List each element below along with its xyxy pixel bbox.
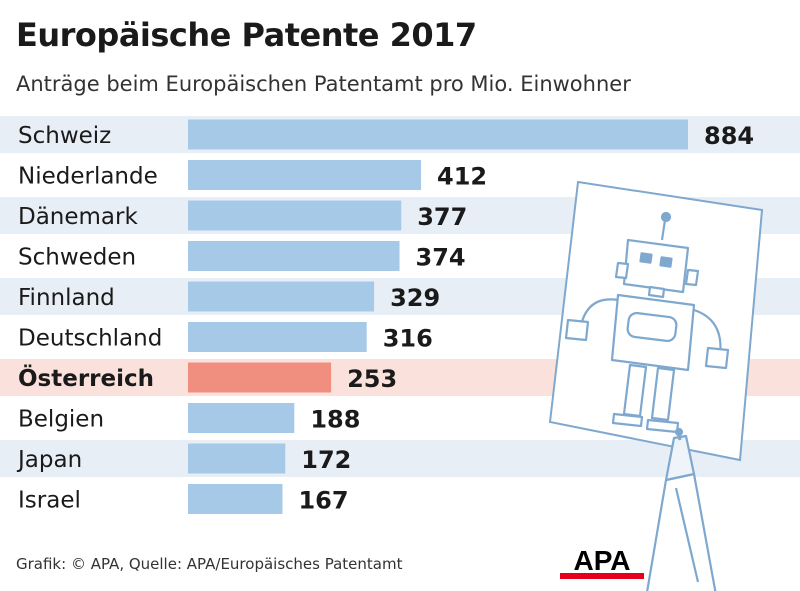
source-note: Grafik: © APA, Quelle: APA/Europäisches … — [16, 555, 403, 573]
value-label: 253 — [347, 365, 397, 393]
value-label: 167 — [298, 487, 348, 515]
bar — [188, 281, 375, 312]
value-label: 884 — [704, 122, 754, 150]
value-label: 374 — [416, 244, 466, 272]
category-label: Israel — [18, 488, 81, 514]
value-label: 188 — [310, 406, 360, 434]
bar — [188, 484, 283, 514]
category-label: Belgien — [18, 407, 104, 433]
chart-title: Europäische Patente 2017 — [16, 16, 477, 54]
category-label: Schweiz — [18, 123, 111, 149]
category-label: Österreich — [18, 364, 154, 392]
category-label: Deutschland — [18, 326, 162, 352]
bar — [188, 119, 688, 150]
robot-drawing-illustration — [548, 180, 764, 591]
category-label: Niederlande — [18, 164, 158, 190]
category-label: Dänemark — [18, 204, 138, 230]
bar — [188, 443, 286, 474]
logo-red-stripe — [560, 573, 644, 579]
logo-text: APA — [573, 545, 630, 576]
value-label: 316 — [383, 325, 433, 353]
category-label: Japan — [16, 447, 82, 473]
value-label: 412 — [437, 163, 487, 191]
bar — [188, 362, 332, 393]
bar — [188, 241, 400, 271]
value-label: 377 — [417, 203, 467, 231]
chart-subtitle: Anträge beim Europäischen Patentamt pro … — [16, 72, 631, 96]
value-label: 172 — [301, 446, 351, 474]
bar — [188, 322, 367, 352]
robot-icon — [564, 211, 730, 434]
category-label: Finnland — [18, 285, 115, 311]
bar — [188, 160, 422, 190]
pencil-icon — [646, 427, 717, 591]
value-label: 329 — [390, 284, 440, 312]
bar — [188, 200, 402, 231]
apa-logo: APA — [560, 545, 644, 579]
bar — [188, 403, 295, 433]
category-label: Schweden — [18, 245, 136, 271]
